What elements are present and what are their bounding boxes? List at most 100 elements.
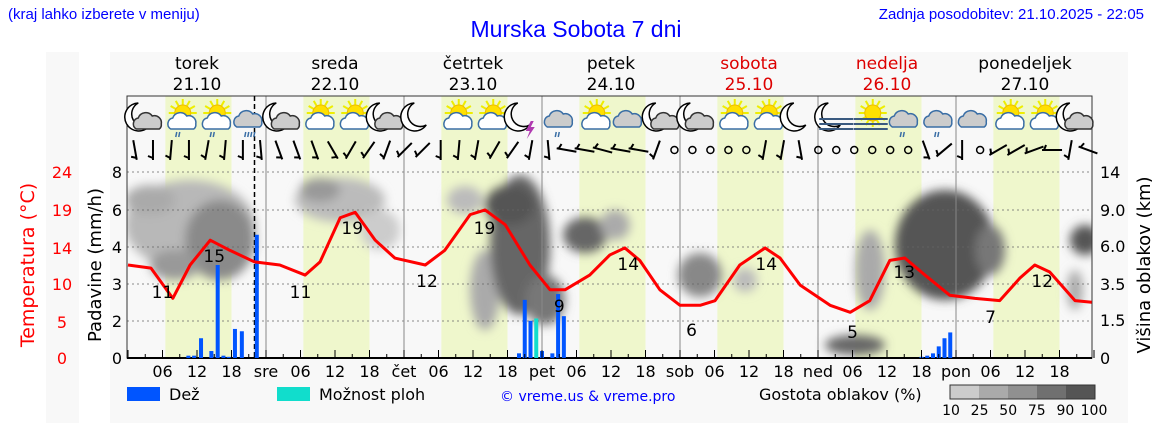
- wind-calm-icon: [670, 145, 679, 155]
- wind-barb-icon: [610, 143, 631, 153]
- rain-drop: [247, 131, 250, 138]
- hour-tick-label: 18: [635, 362, 655, 381]
- wind-barb-staff: [506, 141, 520, 159]
- wind-barb-feather: [218, 154, 225, 159]
- temp-axis-title: Temperatura (°C): [17, 183, 39, 348]
- sun-ray: [1032, 105, 1039, 110]
- wind-barb-icon: [504, 141, 520, 159]
- cloud-blob: [600, 210, 630, 240]
- sun-cloud-icon: [305, 99, 335, 130]
- wind-calm-icon: [885, 145, 895, 155]
- wind-barb-feather: [629, 143, 635, 150]
- sun-ray: [588, 100, 594, 107]
- cloud-height-tick: 9.0: [1100, 201, 1125, 220]
- wind-calm-icon: [903, 145, 913, 155]
- cloud-height-tick: 6.0: [1100, 237, 1125, 256]
- temperature-label: 7: [985, 308, 996, 328]
- page-title: Murska Sobota 7 dni: [470, 16, 682, 42]
- sun-ray: [450, 100, 456, 107]
- sun-cloud-rain-icon: [201, 99, 232, 138]
- temperature-label: 14: [617, 255, 639, 275]
- wind-barb-feather: [543, 155, 550, 159]
- rain-bar: [931, 353, 935, 358]
- wind-barb-staff: [1078, 145, 1098, 155]
- daylight-band: [717, 96, 784, 358]
- cloud-icon: [612, 110, 643, 128]
- density-level-label: 75: [1028, 403, 1046, 419]
- cloud-shape: [719, 112, 749, 130]
- sun-ray: [170, 105, 177, 110]
- wind-barb-feather: [312, 156, 318, 159]
- wind-barb-icon: [326, 140, 339, 160]
- wind-barb-icon: [414, 142, 431, 158]
- wind-barb-feather: [294, 156, 300, 159]
- day-name: sobota: [720, 54, 778, 74]
- wind-calm-icon: [724, 145, 733, 155]
- cloud-height-axis-title: Višina oblakov (km): [1134, 176, 1152, 353]
- wind-barb-feather: [956, 155, 963, 159]
- wind-barb-staff: [169, 139, 173, 161]
- wind-barb-icon: [935, 142, 953, 158]
- wind-barb-staff: [344, 140, 357, 160]
- cloud-height-tick: 14: [1100, 163, 1120, 182]
- wind-calm-icon: [688, 145, 697, 155]
- wind-barb-icon: [200, 139, 210, 161]
- hour-tick-label: 12: [187, 362, 207, 381]
- rain-drop: [253, 131, 256, 138]
- precip-tick: 0: [112, 349, 122, 368]
- rain-bar: [221, 355, 226, 358]
- sun-ray: [599, 100, 605, 107]
- sun-ray: [446, 105, 453, 110]
- temp-tick: 0: [57, 349, 67, 368]
- sun-cloud-icon: [581, 99, 611, 130]
- wind-barb-icon: [592, 143, 613, 154]
- cloud-rain-icon: [888, 110, 919, 138]
- wind-barb-staff: [592, 146, 613, 154]
- wind-calm-icon: [867, 145, 877, 155]
- rain-bar: [522, 299, 527, 358]
- density-level-label: 90: [1056, 403, 1074, 419]
- rain-drop: [178, 131, 181, 138]
- wind-barb-icon: [147, 140, 154, 160]
- wind-barb-feather: [470, 154, 476, 159]
- sun-ray: [312, 100, 318, 107]
- day-date: 27.10: [1001, 75, 1050, 95]
- sun-ray: [480, 105, 487, 110]
- cloud-blob: [733, 268, 757, 292]
- rain-bar: [528, 320, 533, 358]
- wind-calm-icon: [706, 145, 715, 155]
- credit-link[interactable]: © vreme.us & vreme.pro: [500, 389, 675, 405]
- wind-barb-icon: [956, 140, 964, 160]
- wind-barb-icon: [486, 140, 501, 160]
- sun-ray: [775, 105, 782, 110]
- moon-cloud-icon: [365, 102, 404, 132]
- wind-barb-staff: [382, 140, 392, 160]
- day-tick-label: sre: [254, 362, 278, 381]
- sun-ray: [737, 100, 743, 107]
- rain-bar: [186, 355, 191, 358]
- wind-barb-feather: [1007, 148, 1011, 155]
- day-name: četrtek: [443, 54, 504, 74]
- wind-barb-feather: [342, 152, 348, 158]
- wind-barb-icon: [379, 140, 392, 160]
- location-hint[interactable]: (kraj lahko izberete v meniju): [8, 6, 200, 23]
- wind-barb-icon: [218, 139, 227, 161]
- rain-bar: [215, 265, 220, 358]
- cloud-blob: [1067, 270, 1083, 310]
- cloud-shape: [543, 110, 574, 128]
- wind-barb-icon: [342, 140, 357, 160]
- cloud-blob: [678, 253, 722, 297]
- rain-bar: [925, 355, 930, 358]
- density-swatch: [1008, 385, 1037, 399]
- wind-barb-feather: [557, 143, 563, 150]
- wind-barb-feather: [414, 150, 418, 157]
- wind-calm-icon: [832, 145, 841, 155]
- wind-barb-icon: [237, 140, 244, 160]
- cloud-shape: [888, 110, 919, 128]
- rain-bar: [550, 353, 555, 358]
- cloud-shape: [581, 112, 611, 130]
- wind-barb-feather: [923, 156, 929, 159]
- sun-ray: [174, 100, 180, 107]
- sun-ray: [220, 100, 226, 107]
